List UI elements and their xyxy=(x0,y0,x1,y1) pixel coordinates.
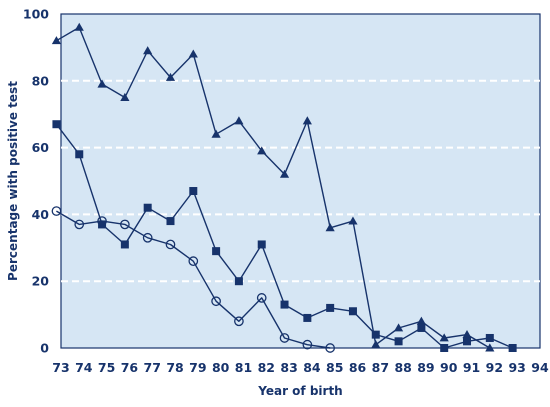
series-square-point-10 xyxy=(280,300,289,309)
x-tick-label-94: 94 xyxy=(531,360,549,375)
series-triangle-point-3 xyxy=(120,92,130,101)
y-tick-label-20: 20 xyxy=(32,274,50,289)
series-square-point-4 xyxy=(143,203,152,212)
series-triangle-point-1 xyxy=(74,22,84,31)
series-square-point-2 xyxy=(98,220,107,229)
series-triangle-point-10 xyxy=(279,169,290,178)
series-square-point-17 xyxy=(440,344,449,352)
series-square-point-1 xyxy=(75,150,84,159)
x-tick-label-91: 91 xyxy=(463,360,480,375)
series-circle-point-0 xyxy=(51,206,62,216)
series-triangle-point-14 xyxy=(371,340,381,349)
x-tick-label-74: 74 xyxy=(75,360,93,375)
series-triangle-point-12 xyxy=(325,223,335,232)
x-tick-label-86: 86 xyxy=(349,360,367,375)
series-square-point-6 xyxy=(189,187,198,196)
series-square-point-15 xyxy=(394,337,403,346)
series-square-point-3 xyxy=(120,240,129,249)
series-square-point-9 xyxy=(257,240,266,249)
series-triangle-point-19 xyxy=(485,343,495,352)
series-triangle-point-0 xyxy=(51,36,62,45)
x-tick-label-73: 73 xyxy=(52,360,69,375)
series-square-point-11 xyxy=(303,313,312,322)
series-square-point-0 xyxy=(52,120,61,129)
grid-lines xyxy=(61,79,540,283)
series-circle-point-7 xyxy=(211,296,221,307)
series-circle-point-5 xyxy=(165,239,176,250)
series-circle-point-8 xyxy=(234,316,244,327)
y-axis-title: Percentage with positive test xyxy=(6,81,20,281)
series-square-point-8 xyxy=(234,277,243,286)
tick-layer: 73 74 75 76 77 78 79 80 81 82 83 84 85 86 87 88 89 90 91 92… xyxy=(23,7,549,376)
x-axis-title: Year of birth xyxy=(257,384,342,398)
series-circle-point-1 xyxy=(74,219,85,230)
series-triangle-point-11 xyxy=(302,116,312,125)
x-tick-label-75: 75 xyxy=(98,360,115,375)
series-circle-point-2 xyxy=(97,216,107,226)
series-triangle-point-15 xyxy=(393,323,404,332)
plot-area xyxy=(60,13,541,349)
series-triangle-point-7 xyxy=(211,129,221,138)
x-tick-label-92: 92 xyxy=(486,360,503,375)
series-triangle-point-13 xyxy=(348,216,358,225)
series-square-point-18 xyxy=(463,337,472,346)
x-tick-label-77: 77 xyxy=(144,360,161,375)
series-triangle-point-4 xyxy=(143,46,153,55)
series-triangle-point-5 xyxy=(165,72,176,81)
series-square-point-16 xyxy=(417,323,426,332)
x-tick-label-76: 76 xyxy=(121,360,139,375)
x-tick-label-90: 90 xyxy=(440,360,458,375)
series-circle-point-4 xyxy=(142,232,153,243)
y-tick-label-60: 60 xyxy=(32,140,50,155)
series-square-point-19 xyxy=(485,333,494,342)
series-triangle-point-17 xyxy=(439,333,449,342)
x-tick-label-85: 85 xyxy=(326,360,343,375)
y-tick-label-40: 40 xyxy=(32,207,50,222)
x-tick-label-89: 89 xyxy=(417,360,434,375)
y-tick-label-80: 80 xyxy=(32,73,50,88)
series-circle-point-12 xyxy=(325,343,336,353)
series-triangle-point-18 xyxy=(462,330,472,339)
y-tick-label-100: 100 xyxy=(23,7,49,22)
series-layer xyxy=(51,22,517,353)
series-square-point-7 xyxy=(212,247,221,256)
series-triangle-point-9 xyxy=(257,146,267,155)
series-circle-point-9 xyxy=(256,293,267,303)
series-circle-point-3 xyxy=(120,219,130,230)
x-tick-label-93: 93 xyxy=(508,360,525,375)
x-tick-label-87: 87 xyxy=(372,360,389,375)
series-square-point-12 xyxy=(326,303,335,312)
series-circle-point-11 xyxy=(302,339,313,350)
series-square-point-14 xyxy=(371,330,380,339)
x-tick-label-80: 80 xyxy=(212,360,230,375)
x-tick-label-83: 83 xyxy=(280,360,297,375)
x-tick-label-81: 81 xyxy=(235,360,252,375)
series-triangle-line xyxy=(56,26,491,349)
series-triangle-point-8 xyxy=(234,116,244,125)
series-circle-point-6 xyxy=(188,256,199,267)
series-triangle-point-6 xyxy=(188,49,198,58)
x-tick-label-82: 82 xyxy=(258,360,275,375)
x-tick-label-88: 88 xyxy=(394,360,411,375)
series-square-point-20 xyxy=(508,344,517,352)
series-circle-line xyxy=(56,210,331,349)
series-triangle-point-2 xyxy=(97,79,107,88)
x-tick-label-79: 79 xyxy=(189,360,206,375)
y-tick-label-0: 0 xyxy=(40,341,49,356)
series-square-point-5 xyxy=(166,217,175,226)
x-tick-label-78: 78 xyxy=(166,360,183,375)
series-triangle-point-16 xyxy=(416,316,426,325)
x-tick-label-84: 84 xyxy=(303,360,321,375)
series-square-point-13 xyxy=(348,307,357,316)
series-circle-point-10 xyxy=(279,333,290,343)
